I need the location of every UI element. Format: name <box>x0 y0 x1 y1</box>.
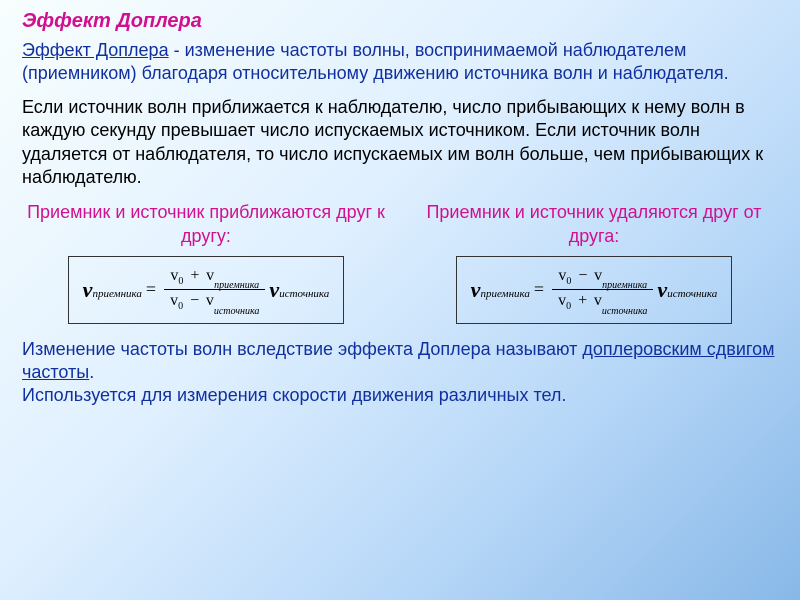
approach-column: Приемник и источник приближаются друг к … <box>22 201 390 323</box>
recede-label: Приемник и источник удаляются друг от др… <box>410 201 778 248</box>
conclusion-lead: Изменение частоты волн вследствие эффект… <box>22 339 582 359</box>
formula-columns: Приемник и источник приближаются друг к … <box>22 201 778 323</box>
recede-formula-box: νприемника = v0 − vприемника v0 + vисточ… <box>456 256 733 323</box>
conclusion: Изменение частоты волн вследствие эффект… <box>22 338 778 408</box>
definition-term: Эффект Доплера <box>22 40 169 60</box>
definition: Эффект Доплера - изменение частоты волны… <box>22 39 778 86</box>
conclusion-usage: Используется для измерения скорости движ… <box>22 385 566 405</box>
explanation-text: Если источник волн приближается к наблюд… <box>22 96 778 190</box>
recede-column: Приемник и источник удаляются друг от др… <box>410 201 778 323</box>
approach-formula: νприемника = v0 + vприемника v0 − vисточ… <box>83 265 330 314</box>
recede-formula: νприемника = v0 − vприемника v0 + vисточ… <box>471 265 718 314</box>
approach-label: Приемник и источник приближаются друг к … <box>22 201 390 248</box>
slide-title: Эффект Доплера <box>22 10 778 33</box>
approach-formula-box: νприемника = v0 + vприемника v0 − vисточ… <box>68 256 345 323</box>
